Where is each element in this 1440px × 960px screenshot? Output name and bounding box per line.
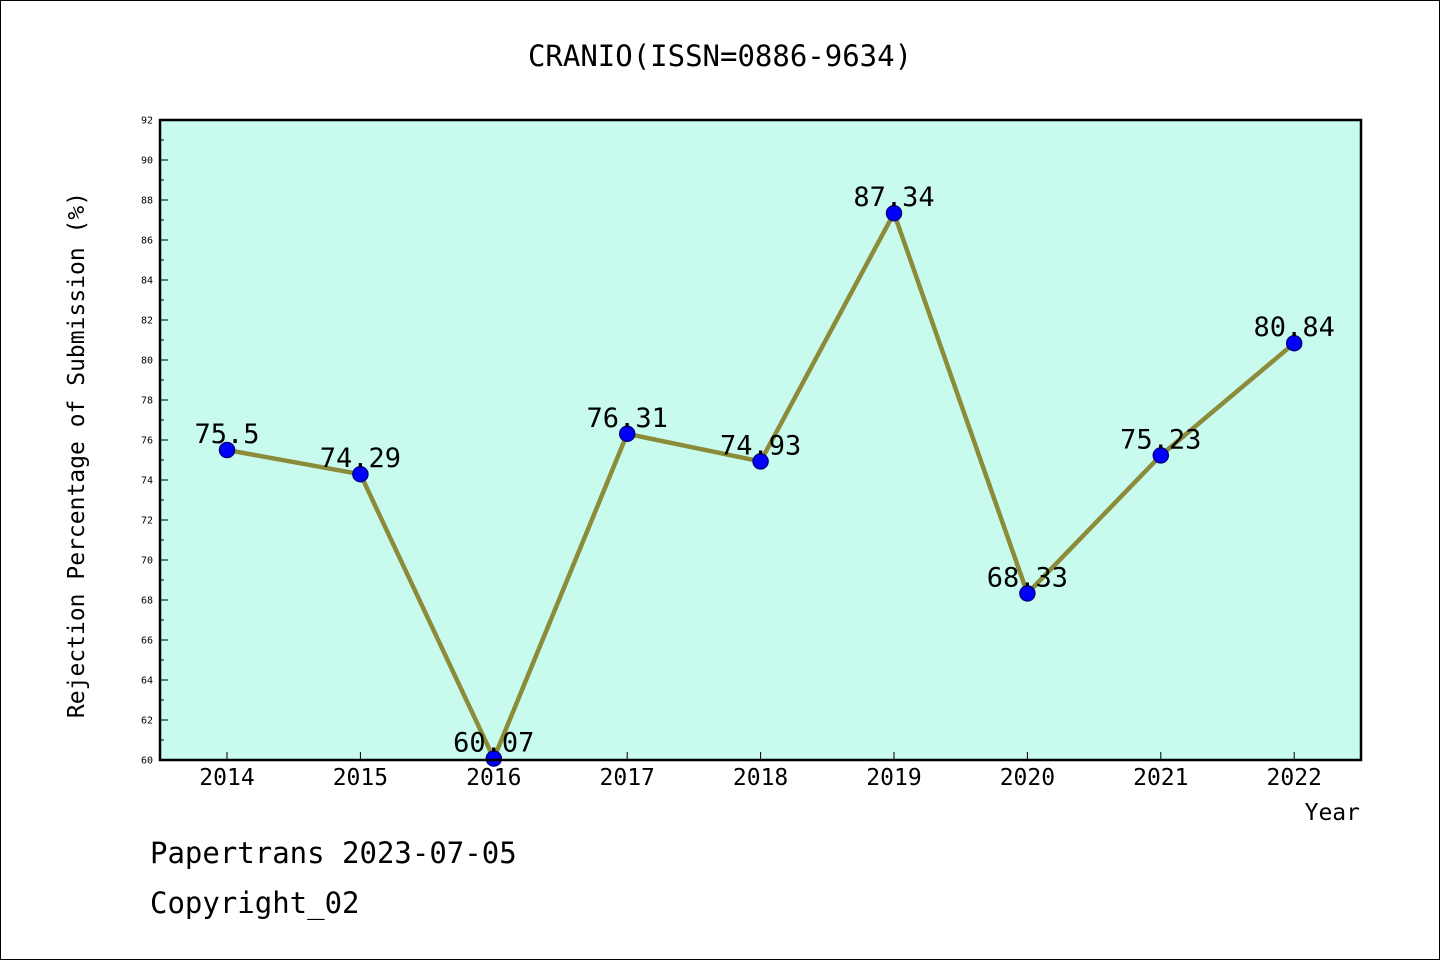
y-tick-label: 70 <box>141 556 153 567</box>
y-tick-label: 80 <box>141 356 153 367</box>
data-labels: 75.5 74.29 60.07 76.31 74.93 87.34 68.33 75.23 8… <box>194 182 1334 758</box>
x-tick-label: 2019 <box>866 765 921 791</box>
chart-title: CRANIO(ISSN=0886-9634) <box>528 39 912 73</box>
x-tick-label: 2016 <box>466 765 521 791</box>
data-point <box>352 465 369 483</box>
data-point <box>218 441 236 459</box>
data-label: 87.34 <box>853 182 934 213</box>
y-tick-label: 72 <box>141 516 153 527</box>
y-tick-label: 64 <box>141 676 153 687</box>
x-axis: 2014 2015 2016 2017 2018 2019 2020 2021 2022 <box>199 752 1322 791</box>
y-tick-label: 68 <box>141 596 153 607</box>
y-tick-label: 60 <box>141 756 153 767</box>
plot-border <box>158 118 1363 762</box>
x-tick-label: 2022 <box>1267 765 1322 791</box>
data-point <box>752 453 769 470</box>
data-label: 60.07 <box>453 728 534 759</box>
y-tick-label: 92 <box>141 116 153 127</box>
y-tick-label: 90 <box>141 156 153 167</box>
y-axis-label: Rejection Percentage of Submission (%) <box>64 192 90 718</box>
data-point <box>1152 447 1170 464</box>
y-tick-label: 88 <box>141 196 153 207</box>
data-label: 68.33 <box>987 562 1068 593</box>
y-tick-label: 82 <box>141 316 153 327</box>
data-label: 74.93 <box>720 430 801 461</box>
x-tick-label: 2014 <box>199 765 254 791</box>
y-tick-label: 74 <box>141 476 153 487</box>
y-tick-label: 86 <box>141 236 153 247</box>
data-point <box>1019 585 1036 602</box>
data-label: 74.29 <box>320 443 401 474</box>
x-tick-label: 2021 <box>1133 765 1188 791</box>
data-label: 80.84 <box>1254 312 1335 343</box>
x-tick-label: 2018 <box>733 765 788 791</box>
y-tick-label: 78 <box>141 396 153 407</box>
x-tick-label: 2017 <box>600 765 655 791</box>
x-tick-label: 2015 <box>333 765 388 791</box>
y-tick-label: 76 <box>141 436 153 447</box>
footer-copyright-line: Copyright_02 <box>150 886 360 920</box>
data-markers <box>218 204 1303 767</box>
x-axis-label: Year <box>1305 800 1360 826</box>
data-point <box>618 425 636 443</box>
x-tick-label: 2020 <box>1000 765 1055 791</box>
plot-area <box>160 120 1361 760</box>
y-tick-label: 84 <box>141 276 153 287</box>
y-tick-label: 62 <box>141 716 153 727</box>
footer-date-line: Papertrans 2023-07-05 <box>150 836 517 870</box>
data-point <box>485 750 503 767</box>
y-tick-label: 66 <box>141 636 153 647</box>
data-point <box>885 204 903 222</box>
data-label: 75.23 <box>1120 424 1201 455</box>
data-label: 75.5 <box>194 419 259 450</box>
data-label: 76.31 <box>587 403 668 434</box>
data-point <box>1285 334 1303 352</box>
